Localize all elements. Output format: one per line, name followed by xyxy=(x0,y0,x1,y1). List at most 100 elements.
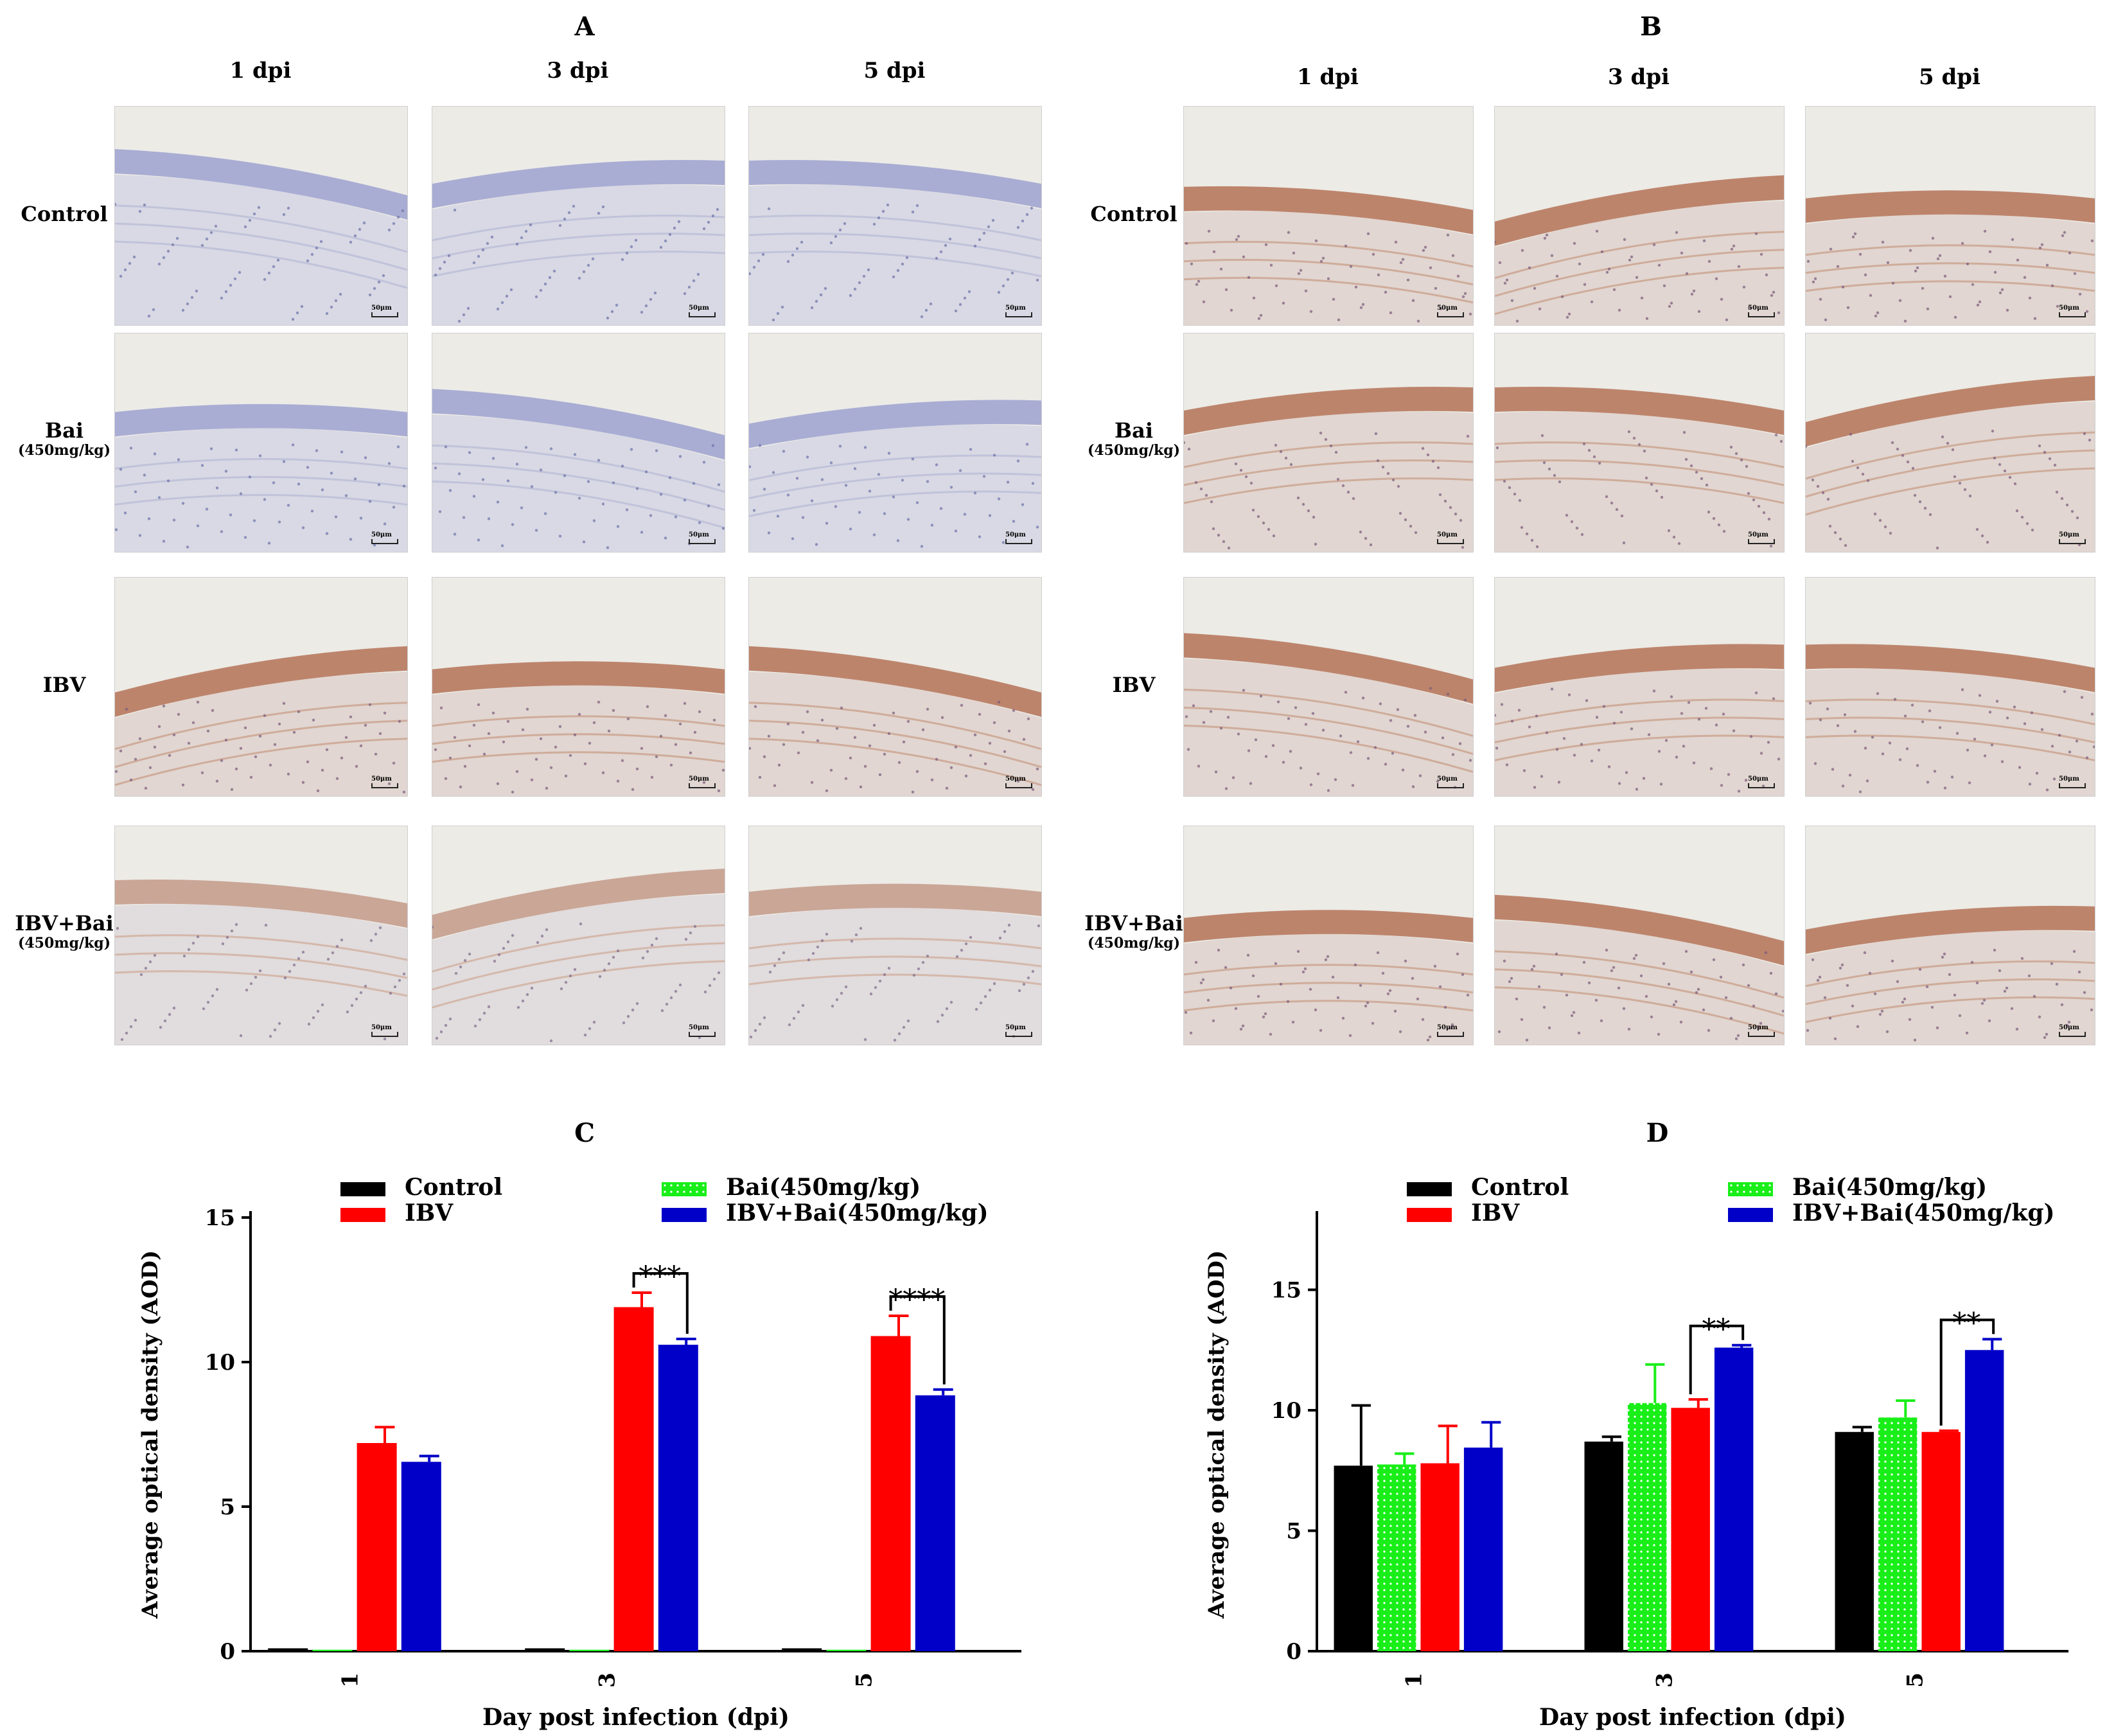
panel-c-letter: C xyxy=(574,1118,595,1148)
legend-swatch xyxy=(1728,1208,1773,1222)
legend-swatch xyxy=(1407,1208,1452,1222)
micrograph-a-r4-c3: 50μm xyxy=(748,826,1042,1045)
legend-label: IBV+Bai(450mg/kg) xyxy=(1792,1200,2055,1227)
bar-control-1 xyxy=(268,1648,308,1651)
significance-bracket xyxy=(1939,1318,1995,1426)
micrograph-b-r2-c1: 50μm xyxy=(1183,333,1474,553)
legend-label: Bai(450mg/kg) xyxy=(1792,1174,1987,1201)
scale-bar: 50μm xyxy=(371,531,398,544)
bar-control-3 xyxy=(1584,1441,1623,1651)
bar-chart-d: 0 5 10 15 Average optical density (AOD) 1 3 ** 5… xyxy=(1204,1174,2068,1731)
bar-ibv-bai-450mg-kg--3 xyxy=(1714,1347,1754,1651)
bar-ibv-bai-450mg-kg--1 xyxy=(1463,1448,1503,1651)
bar-bai-450mg-kg--5 xyxy=(1878,1417,1918,1651)
row-label-a-2: Bai (450mg/kg) xyxy=(17,418,111,459)
bar-control-5 xyxy=(1835,1431,1874,1651)
scale-bar: 50μm xyxy=(1005,775,1032,788)
x-tick-label: 5 xyxy=(851,1672,877,1688)
micrograph-a-r3-c3: 50μm xyxy=(748,577,1042,797)
significance-bracket xyxy=(889,1295,946,1385)
y-tick-label: 10 xyxy=(205,1350,235,1376)
bar-bai-450mg-kg--1 xyxy=(1377,1464,1416,1651)
x-tick-label: 3 xyxy=(1652,1672,1677,1688)
bar-chart-c: 0 5 10 15 Average optical density (AOD) 1 3 ***… xyxy=(137,1174,1021,1731)
row-label-a-4: IBV+Bai (450mg/kg) xyxy=(15,911,114,952)
micrograph-b-r1-c3: 50μm xyxy=(1805,106,2095,326)
micrograph-a-r4-c2: 50μm xyxy=(432,826,725,1045)
micrograph-b-r4-c1: 50μm xyxy=(1183,826,1474,1045)
significance-stars: ** xyxy=(1952,1307,1980,1340)
bar-ibv-1 xyxy=(357,1443,397,1651)
scale-bar: 50μm xyxy=(1005,1024,1032,1037)
scale-bar: 50μm xyxy=(1005,305,1032,317)
legend-label: IBV xyxy=(1471,1200,1520,1227)
micrograph-a-r2-c2: 50μm xyxy=(432,333,725,553)
bar-ibv-5 xyxy=(1921,1431,1961,1651)
scale-bar: 50μm xyxy=(1437,1024,1464,1037)
scale-bar: 50μm xyxy=(2059,775,2086,788)
micrograph-b-r4-c2: 50μm xyxy=(1494,826,1785,1045)
bar-control-5 xyxy=(782,1648,822,1651)
bar-ibv-bai-450mg-kg--3 xyxy=(658,1345,698,1651)
scale-bar: 50μm xyxy=(371,775,398,788)
legend-label: Control xyxy=(405,1174,502,1201)
y-tick-label: 0 xyxy=(1286,1639,1301,1665)
scale-bar: 50μm xyxy=(689,1024,716,1037)
row-label-a-1: Control xyxy=(21,202,108,226)
scale-bar: 50μm xyxy=(1437,531,1464,544)
scale-bar: 50μm xyxy=(689,305,716,317)
panel-b-letter: B xyxy=(1640,12,1662,42)
micrograph-b-r2-c2: 50μm xyxy=(1494,333,1785,553)
bar-control-1 xyxy=(1334,1466,1373,1651)
scale-bar: 50μm xyxy=(689,775,716,788)
legend-swatch xyxy=(662,1182,707,1196)
row-label-b-2: Bai (450mg/kg) xyxy=(1087,418,1181,459)
bar-ibv-3 xyxy=(613,1307,654,1651)
micrograph-a-r2-c1: 50μm xyxy=(114,333,408,553)
bar-bai-450mg-kg--5 xyxy=(826,1649,867,1651)
bar-ibv-bai-450mg-kg--1 xyxy=(401,1462,441,1651)
bar-bai-450mg-kg--3 xyxy=(569,1649,610,1651)
legend-swatch xyxy=(1728,1182,1773,1196)
bar-ibv-bai-450mg-kg--5 xyxy=(1964,1350,2004,1651)
scale-bar: 50μm xyxy=(371,305,398,317)
panel-a-letter: A xyxy=(574,12,595,42)
micrograph-a-r2-c3: 50μm xyxy=(748,333,1042,553)
scale-bar: 50μm xyxy=(689,531,716,544)
legend-label: IBV xyxy=(405,1200,454,1227)
legend-swatch xyxy=(1407,1182,1452,1196)
x-axis-label: Day post infection (dpi) xyxy=(1539,1704,1846,1731)
micrograph-b-r3-c3: 50μm xyxy=(1805,577,2095,797)
legend-swatch xyxy=(340,1208,385,1222)
significance-bracket xyxy=(1689,1324,1745,1395)
panel-d-letter: D xyxy=(1646,1118,1669,1148)
scale-bar: 50μm xyxy=(1748,775,1775,788)
x-tick-label: 3 xyxy=(594,1672,620,1688)
scale-bar: 50μm xyxy=(1748,305,1775,317)
legend-label: Bai(450mg/kg) xyxy=(726,1174,921,1201)
y-axis-label: Average optical density (AOD) xyxy=(1204,1250,1230,1619)
x-tick-label: 1 xyxy=(1401,1672,1427,1688)
y-tick-label: 15 xyxy=(205,1205,235,1231)
micrograph-b-r3-c1: 50μm xyxy=(1183,577,1474,797)
y-tick-label: 0 xyxy=(220,1639,235,1665)
scale-bar: 50μm xyxy=(1437,775,1464,788)
row-label-a-3: IBV xyxy=(42,673,86,697)
micrograph-b-r4-c3: 50μm xyxy=(1805,826,2095,1045)
x-axis-label: Day post infection (dpi) xyxy=(482,1704,789,1731)
legend-swatch xyxy=(340,1182,385,1196)
significance-stars: ** xyxy=(1702,1313,1730,1346)
micrograph-a-r1-c3: 50μm xyxy=(748,106,1042,326)
column-label-b-3: 5 dpi xyxy=(1919,64,1980,90)
y-tick-label: 10 xyxy=(1271,1398,1301,1424)
scale-bar: 50μm xyxy=(2059,1024,2086,1037)
micrograph-b-r3-c2: 50μm xyxy=(1494,577,1785,797)
y-tick-label: 5 xyxy=(1286,1519,1301,1545)
legend-swatch xyxy=(662,1208,707,1222)
bar-ibv-5 xyxy=(870,1336,911,1651)
scale-bar: 50μm xyxy=(1005,531,1032,544)
row-label-b-3: IBV xyxy=(1112,673,1156,697)
micrograph-a-r1-c1: 50μm xyxy=(114,106,408,326)
scale-bar: 50μm xyxy=(1748,531,1775,544)
legend-label: IBV+Bai(450mg/kg) xyxy=(726,1200,989,1227)
